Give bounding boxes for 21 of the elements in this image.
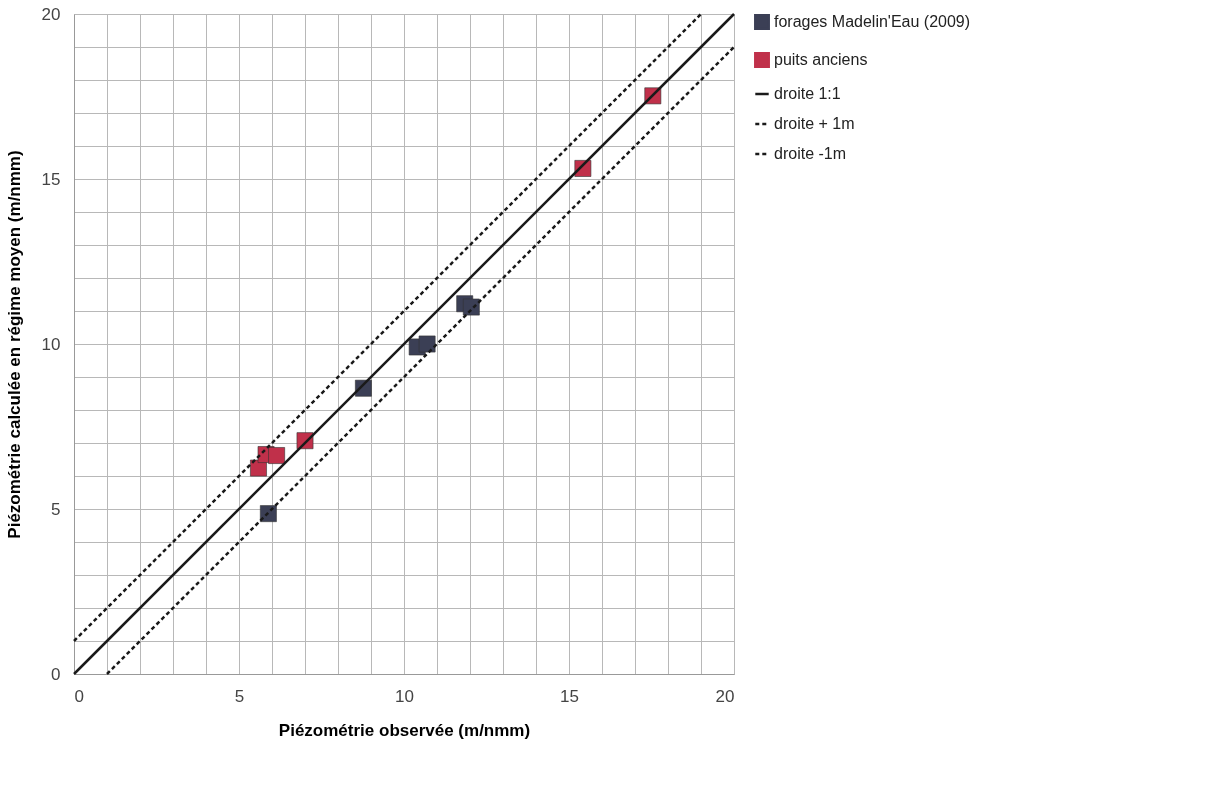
y-axis-title: Piézométrie calculée en régime moyen (m/nmm) (4, 150, 24, 539)
x-tick-label: 20 (715, 686, 735, 706)
point (418, 335, 436, 353)
x-tick-label: 0 (74, 686, 84, 706)
y-tick-label: 0 (51, 664, 61, 684)
legend-label: droite -1m (774, 145, 847, 162)
y-tick-label: 20 (41, 4, 61, 24)
legend-label: forages Madelin'Eau (2009) (774, 13, 971, 30)
legend-label: droite 1:1 (774, 85, 841, 102)
y-tick-label: 10 (41, 334, 61, 354)
x-tick-label: 10 (395, 686, 414, 706)
x-tick-label: 5 (234, 686, 245, 706)
point (462, 298, 480, 316)
point (260, 505, 277, 522)
y-tick-label: 5 (51, 499, 61, 519)
x-axis-title: Piézométrie observée (m/nmm) (278, 720, 531, 740)
y-tick-label: 15 (41, 169, 61, 189)
legend-label: droite + 1m (774, 115, 855, 132)
point (268, 447, 285, 464)
x-tick-label: 15 (560, 686, 579, 706)
legend-label: puits anciens (774, 51, 868, 68)
